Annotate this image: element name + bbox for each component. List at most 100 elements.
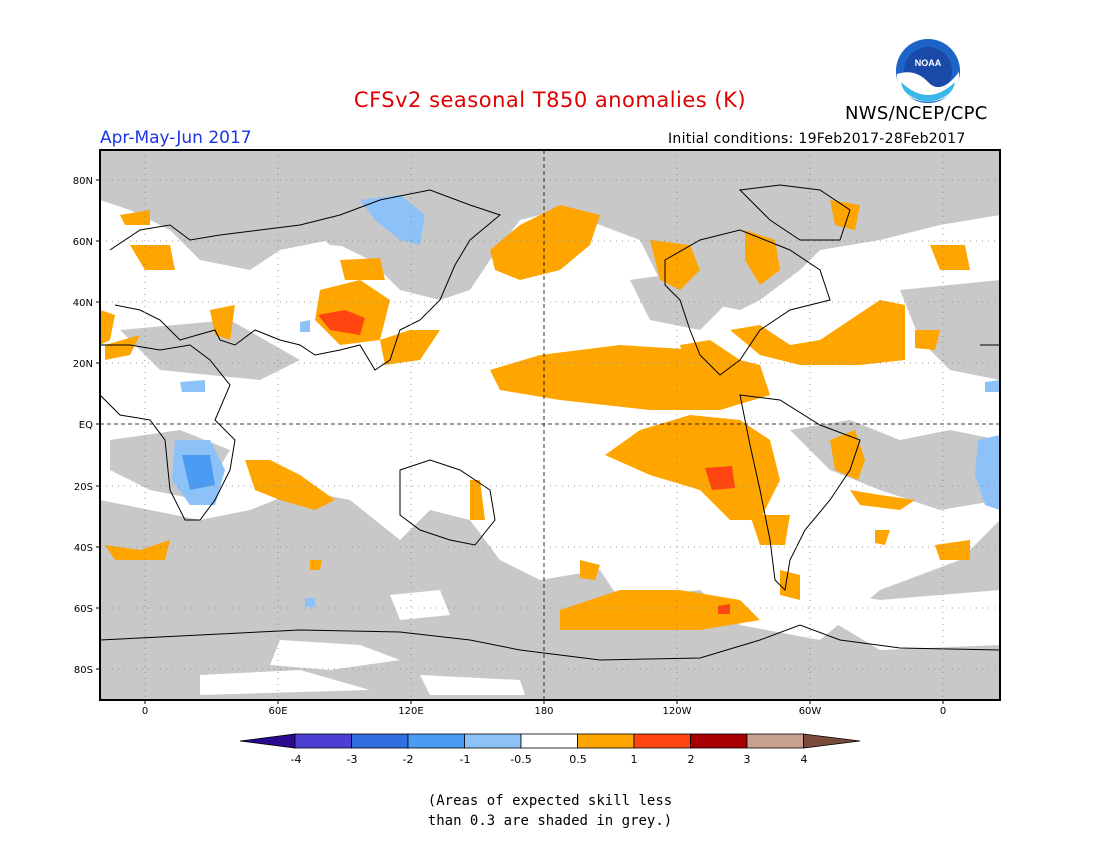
mask-africa-north (900, 280, 1000, 380)
africa-coast (100, 344, 236, 521)
warm-sw-indian (105, 540, 170, 560)
warm-sahara (105, 335, 140, 360)
warm-greenland (830, 200, 860, 230)
footnote-line: (Areas of expected skill less (427, 793, 673, 809)
reference-lines (100, 150, 1000, 700)
cold-india (300, 320, 310, 332)
north-america-coast (664, 229, 831, 376)
eurasia-coast (109, 189, 502, 371)
cold-anomalies (172, 195, 1000, 607)
chart-title: CFSv2 seasonal T850 anomalies (K) (353, 88, 747, 112)
lat-label: 60N (73, 237, 93, 248)
mask-india-arabia (120, 320, 300, 380)
warm-south-atlantic (850, 490, 915, 510)
gap-e (200, 670, 370, 695)
footnote-line: than 0.3 are shaded in grey.) (427, 813, 673, 829)
colorbar-bin (351, 733, 409, 749)
colorbar-label: 3 (744, 753, 751, 766)
colorbar-label: -3 (347, 753, 358, 766)
lat-label: 40S (74, 543, 93, 554)
colorbar-bin (520, 733, 578, 749)
warm-hudson (745, 230, 780, 285)
logo-wave (901, 82, 955, 102)
warm-tristan (875, 530, 890, 545)
warm-middle-east (210, 305, 235, 340)
agency-label: NWS/NCEP/CPC (845, 103, 988, 124)
cold-siberia (360, 195, 425, 245)
lon-label: 0 (940, 706, 946, 717)
gap-f (420, 675, 525, 695)
australia-coast (399, 459, 496, 546)
lat-label: 40N (73, 298, 93, 309)
map-layers (100, 150, 1000, 700)
longitude-labels: 0 60E 120E 180 120W 60W 0 (142, 706, 946, 717)
warm-canaries (915, 330, 940, 350)
gap-d (600, 565, 640, 590)
latitude-labels: 80N 60N 40N 20N EQ 20S 40S 60S 80S (73, 176, 93, 676)
south-america-coast (739, 394, 861, 592)
warm-china (380, 330, 440, 365)
warm-bering (490, 205, 600, 280)
footnote: (Areas of expected skill less than 0.3 a… (0, 791, 1100, 831)
mask-gaps (200, 565, 1000, 695)
colorbar-label: 0.5 (569, 753, 587, 766)
lon-label: 0 (142, 706, 148, 717)
lon-label: 60W (799, 706, 822, 717)
colorbar-bin (407, 733, 465, 749)
warm-indian-ocean (245, 460, 335, 510)
lat-label: 20N (73, 359, 93, 370)
lat-label: EQ (79, 420, 93, 431)
strong-warm-tibet (318, 310, 365, 335)
warm-mongolia (340, 258, 385, 280)
warm-alaska (650, 240, 700, 290)
lon-label: 120E (398, 706, 423, 717)
strong-warm-anomalies (318, 310, 735, 614)
axis-ticks (96, 179, 944, 704)
gap-c (820, 590, 1000, 650)
warm-europe (130, 245, 175, 270)
gap-a (390, 590, 450, 620)
noaa-logo: NOAA (896, 39, 960, 103)
cold-ethiopia (180, 380, 205, 392)
lat-label: 20S (74, 482, 93, 493)
warm-europe-rep (930, 245, 970, 270)
greenland-coast (738, 184, 851, 241)
colorbar-bin (577, 733, 635, 749)
colorbar-bin (294, 733, 352, 749)
colorbar-label: 4 (801, 753, 808, 766)
lon-label: 60E (268, 706, 287, 717)
colorbar-label: -0.5 (510, 753, 531, 766)
warm-brazil (830, 430, 865, 480)
coastlines (100, 184, 1000, 661)
gap-b (270, 640, 400, 670)
warm-patagonia (780, 570, 800, 600)
colorbar-label: -4 (291, 753, 302, 766)
colorbar-bin (690, 733, 748, 749)
warm-australia-e (470, 480, 485, 520)
colorbar-bin (746, 733, 804, 749)
colorbar-label: 2 (688, 753, 695, 766)
colorbar-label: -2 (403, 753, 414, 766)
lat-label: 80S (74, 665, 93, 676)
warm-southern-pacific (560, 590, 760, 630)
colorbar-bin (633, 733, 691, 749)
warm-scandinavia-w (120, 210, 150, 225)
graticule (100, 150, 1000, 700)
cold-south-africa-rep (975, 435, 1000, 510)
warm-south-atlantic-e (935, 540, 970, 560)
colorbar-label: 1 (631, 753, 638, 766)
warm-sp-small (580, 560, 600, 580)
lat-label: 80N (73, 176, 93, 187)
colorbar-bin (464, 733, 522, 749)
warm-anomalies (100, 200, 970, 630)
warm-argentina (750, 515, 790, 545)
warm-north-atlantic (730, 300, 905, 365)
strong-warm-southern (718, 604, 730, 614)
antarctica-coast (100, 624, 1000, 661)
map-frame (99, 149, 1001, 701)
colorbar-right-arrow (803, 733, 861, 749)
cold-southern-small (305, 598, 315, 607)
strong-warm-pacific (705, 466, 735, 490)
cold-ethiopia-rep (985, 380, 1000, 392)
